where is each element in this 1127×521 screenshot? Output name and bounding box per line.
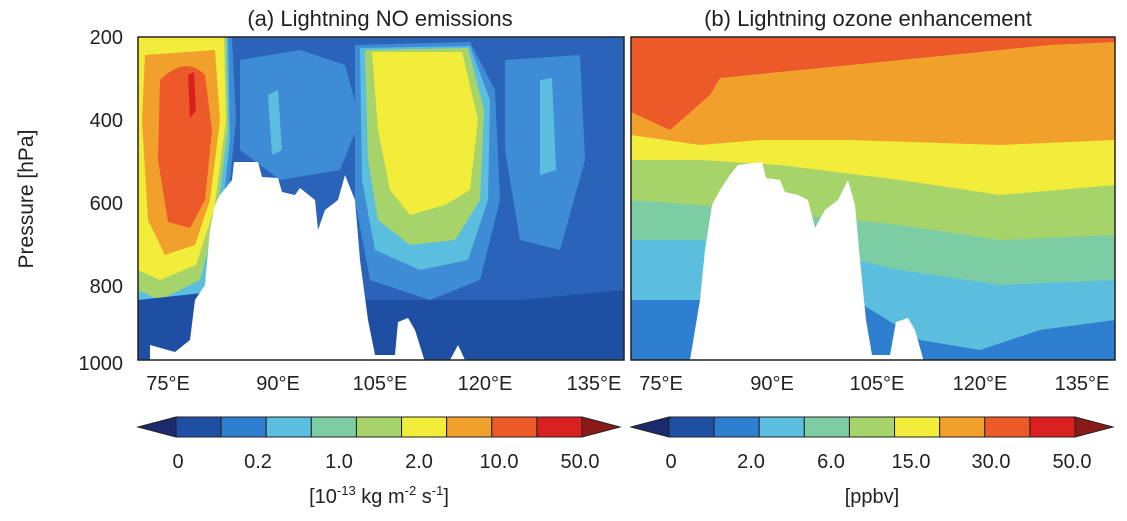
panel-b: (b) Lightning ozone enhancement bbox=[630, 6, 1116, 361]
colorbar-swatch bbox=[310, 416, 357, 438]
colorbar-tick-label: 0 bbox=[172, 451, 183, 473]
x-tick-label: 120°E bbox=[458, 373, 513, 395]
y-tick-label: 800 bbox=[90, 276, 123, 298]
x-axis-a: 75°E 90°E 105°E 120°E 135°E bbox=[146, 373, 621, 395]
panel-a-field bbox=[138, 37, 624, 360]
x-tick-label: 135°E bbox=[567, 373, 622, 395]
panel-b-field bbox=[631, 37, 1115, 360]
contour-mid-lightblue bbox=[240, 50, 360, 180]
colorbar-tick-label: 0.2 bbox=[244, 451, 272, 473]
x-tick-label: 90°E bbox=[256, 373, 300, 395]
colorbar-swatch bbox=[758, 416, 805, 438]
terrain-a bbox=[150, 162, 465, 360]
colorbar-swatch bbox=[220, 416, 267, 438]
x-tick-label: 120°E bbox=[953, 373, 1008, 395]
x-axis-b: 75°E 90°E 105°E 120°E 135°E bbox=[639, 373, 1109, 395]
unit-part: kg m bbox=[356, 486, 405, 508]
unit-exponent: -2 bbox=[405, 483, 417, 498]
colorbar-extension-high bbox=[581, 416, 622, 438]
contour-mid-cyan bbox=[268, 90, 282, 155]
colorbar-swatch bbox=[713, 416, 760, 438]
y-tick-label: 600 bbox=[90, 193, 123, 215]
colorbar-a-unit: [10-13 kg m-2 s-1] bbox=[309, 483, 449, 508]
panel-a: (a) Lightning NO emissions bbox=[137, 6, 625, 361]
colorbar-swatch bbox=[175, 416, 222, 438]
unit-part: [10 bbox=[309, 486, 337, 508]
terrain-b bbox=[690, 162, 924, 360]
y-axis-label: Pressure [hPa] bbox=[15, 130, 38, 269]
contour-left-red bbox=[158, 66, 212, 228]
colorbar-b-labels: 0 2.0 6.0 15.0 30.0 50.0 bbox=[665, 451, 1091, 473]
colorbar-swatch bbox=[984, 416, 1031, 438]
panel-a-title: (a) Lightning NO emissions bbox=[247, 6, 512, 31]
y-axis: Pressure [hPa] 200 400 600 800 1000 bbox=[15, 27, 123, 375]
colorbar-tick-label: 50.0 bbox=[561, 451, 600, 473]
colorbar-tick-label: 30.0 bbox=[972, 451, 1011, 473]
colorbar-swatch bbox=[355, 416, 403, 438]
colorbar-extension-low bbox=[136, 416, 177, 438]
colorbar-swatch bbox=[446, 416, 493, 438]
colorbar-swatch bbox=[265, 416, 312, 438]
x-tick-label: 105°E bbox=[850, 373, 905, 395]
colorbar-b bbox=[629, 416, 1115, 438]
colorbar-tick-label: 0 bbox=[665, 451, 676, 473]
colorbar-swatch bbox=[894, 416, 941, 438]
colorbar-swatch bbox=[939, 416, 986, 438]
colorbar-swatch bbox=[536, 416, 583, 438]
unit-part: s bbox=[416, 486, 432, 508]
x-tick-label: 135°E bbox=[1055, 373, 1110, 395]
colorbar-tick-label: 10.0 bbox=[480, 451, 519, 473]
panel-a-frame bbox=[137, 36, 625, 361]
colorbar-tick-label: 50.0 bbox=[1053, 451, 1092, 473]
band-red bbox=[631, 37, 1115, 130]
colorbar-tick-label: 2.0 bbox=[737, 451, 765, 473]
contour-center-yellow bbox=[372, 52, 478, 215]
colorbar-tick-label: 1.0 bbox=[325, 451, 353, 473]
y-tick-label: 400 bbox=[90, 110, 123, 132]
colorbar-extension-high bbox=[1074, 416, 1115, 438]
colorbar-tick-label: 15.0 bbox=[892, 451, 931, 473]
colorbar-a-labels: 0 0.2 1.0 2.0 10.0 50.0 bbox=[172, 451, 599, 473]
x-tick-label: 105°E bbox=[353, 373, 408, 395]
colorbar-swatch bbox=[848, 416, 896, 438]
colorbar-swatch bbox=[803, 416, 850, 438]
panel-b-frame bbox=[630, 36, 1116, 361]
unit-exponent: -1 bbox=[432, 483, 444, 498]
contour-right-cyan bbox=[540, 78, 556, 175]
colorbar-tick-label: 6.0 bbox=[817, 451, 845, 473]
colorbar-b-unit: [ppbv] bbox=[845, 486, 899, 508]
unit-exponent: -13 bbox=[337, 483, 356, 498]
contour-left-darkred bbox=[188, 72, 196, 118]
x-tick-label: 90°E bbox=[750, 373, 794, 395]
x-tick-label: 75°E bbox=[146, 373, 190, 395]
colorbar-tick-label: 2.0 bbox=[405, 451, 433, 473]
y-tick-label: 1000 bbox=[79, 353, 124, 375]
y-tick-label: 200 bbox=[90, 27, 123, 49]
colorbar-swatch bbox=[491, 416, 538, 438]
colorbar-extension-low bbox=[629, 416, 670, 438]
colorbar-swatch bbox=[668, 416, 715, 438]
unit-part: ] bbox=[443, 486, 449, 508]
x-tick-label: 75°E bbox=[639, 373, 683, 395]
colorbar-swatch bbox=[1029, 416, 1076, 438]
panel-b-title: (b) Lightning ozone enhancement bbox=[704, 6, 1032, 31]
colorbar-a bbox=[136, 416, 622, 438]
colorbar-swatch bbox=[401, 416, 448, 438]
